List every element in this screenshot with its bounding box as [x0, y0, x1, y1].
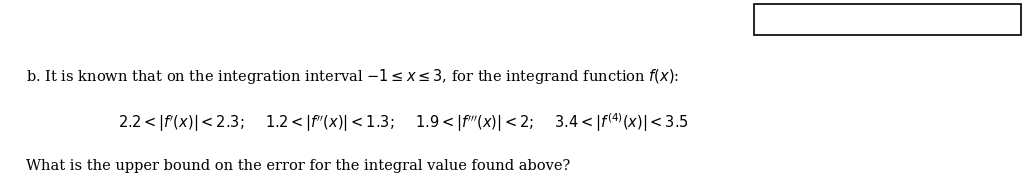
Text: $2.2 < |f'(x)| < 2.3;$$\quad\; 1.2 < |f''(x)| < 1.3;$$\quad\; 1.9 < |f'''(x)| < : $2.2 < |f'(x)| < 2.3;$$\quad\; 1.2 < |f'… — [118, 112, 688, 134]
Text: What is the upper bound on the error for the integral value found above?: What is the upper bound on the error for… — [26, 159, 569, 173]
Text: b. It is known that on the integration interval $-1 \leq x \leq 3$, for the inte: b. It is known that on the integration i… — [26, 67, 679, 86]
Bar — [754, 4, 1021, 35]
